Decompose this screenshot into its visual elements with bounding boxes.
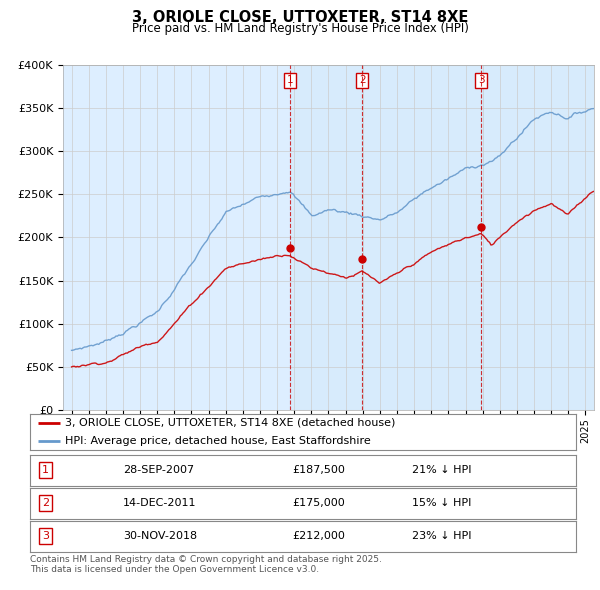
- Bar: [481, 65, 594, 410]
- Text: 28-SEP-2007: 28-SEP-2007: [123, 466, 194, 475]
- Text: 2: 2: [359, 76, 365, 85]
- Text: £175,000: £175,000: [292, 499, 345, 508]
- Text: 2: 2: [42, 499, 49, 508]
- Text: 15% ↓ HPI: 15% ↓ HPI: [412, 499, 472, 508]
- Bar: [290, 65, 362, 410]
- Text: Price paid vs. HM Land Registry's House Price Index (HPI): Price paid vs. HM Land Registry's House …: [131, 22, 469, 35]
- Text: 3, ORIOLE CLOSE, UTTOXETER, ST14 8XE (detached house): 3, ORIOLE CLOSE, UTTOXETER, ST14 8XE (de…: [65, 418, 396, 428]
- Text: 1: 1: [42, 466, 49, 475]
- Text: £187,500: £187,500: [292, 466, 345, 475]
- Text: 21% ↓ HPI: 21% ↓ HPI: [412, 466, 472, 475]
- Text: £212,000: £212,000: [292, 532, 345, 541]
- Text: 23% ↓ HPI: 23% ↓ HPI: [412, 532, 472, 541]
- Text: 3: 3: [42, 532, 49, 541]
- Text: 1: 1: [287, 76, 293, 85]
- Bar: [362, 65, 481, 410]
- Text: 3, ORIOLE CLOSE, UTTOXETER, ST14 8XE: 3, ORIOLE CLOSE, UTTOXETER, ST14 8XE: [132, 10, 468, 25]
- Text: HPI: Average price, detached house, East Staffordshire: HPI: Average price, detached house, East…: [65, 436, 371, 446]
- Text: 14-DEC-2011: 14-DEC-2011: [123, 499, 196, 508]
- Text: 3: 3: [478, 76, 485, 85]
- Text: 30-NOV-2018: 30-NOV-2018: [123, 532, 197, 541]
- Text: Contains HM Land Registry data © Crown copyright and database right 2025.
This d: Contains HM Land Registry data © Crown c…: [30, 555, 382, 574]
